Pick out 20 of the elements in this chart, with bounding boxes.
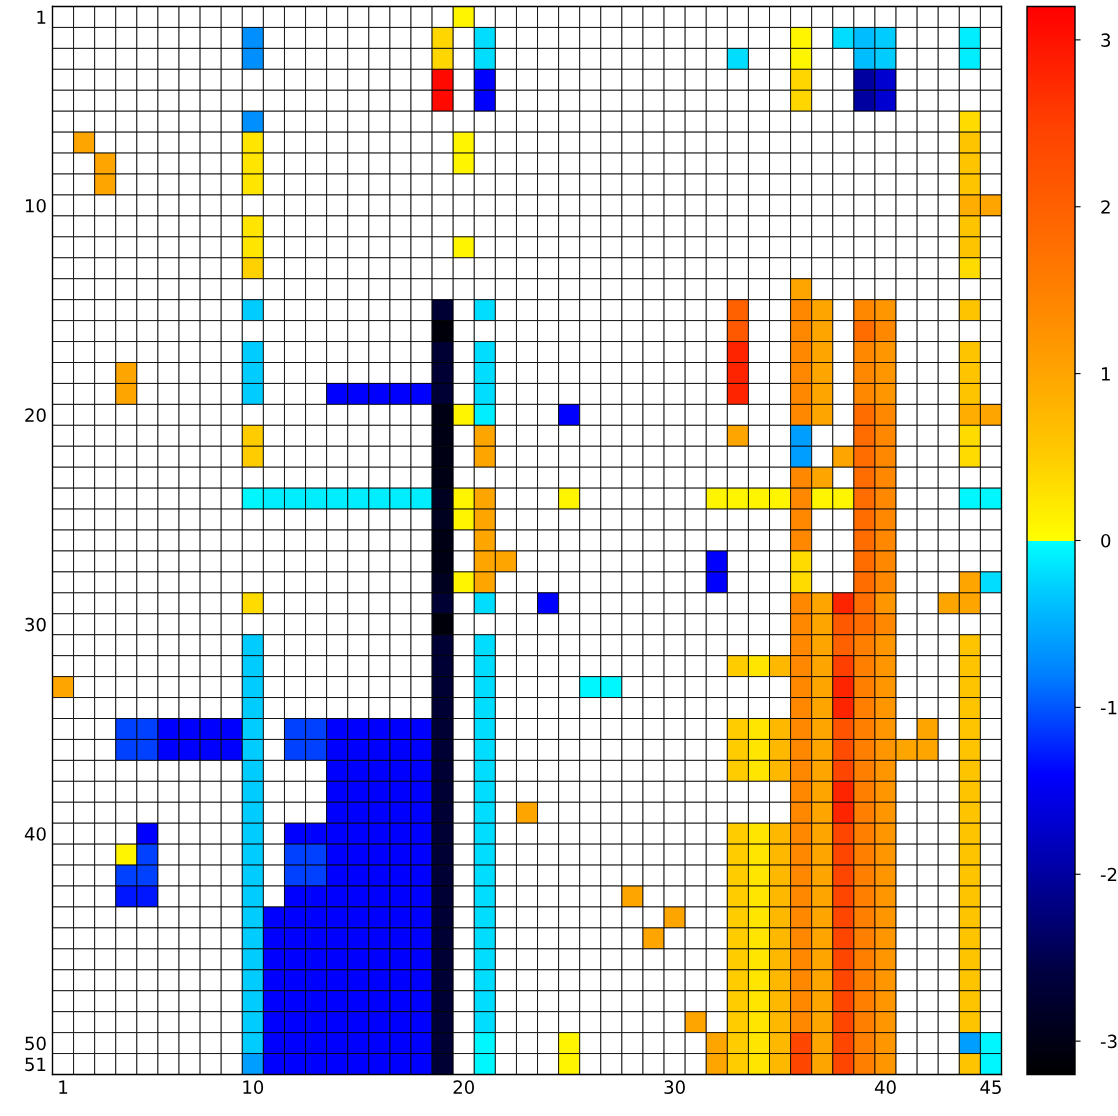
- y-tick-label: 20: [25, 408, 46, 422]
- x-tick-label: 20: [453, 1080, 475, 1095]
- x-tick-label: 45: [980, 1080, 1001, 1095]
- x-tick-label: 10: [243, 1080, 264, 1095]
- color-bar-label: 1: [1101, 367, 1110, 381]
- y-tick-label: 10: [25, 198, 46, 213]
- y-tick-label: 30: [25, 617, 46, 632]
- color-bar-label: -3: [1100, 1034, 1117, 1049]
- color-bar-label: -1: [1100, 701, 1117, 715]
- x-tick-label: 1: [59, 1080, 68, 1094]
- y-tick-label: 1: [37, 10, 46, 24]
- x-tick-label: 40: [874, 1080, 896, 1095]
- color-bar-label: 0: [1101, 533, 1111, 548]
- y-tick-label: 40: [24, 827, 46, 841]
- color-bar-label: 2: [1101, 200, 1110, 214]
- color-bar-label: -2: [1100, 867, 1117, 882]
- y-tick-label: 51: [25, 1057, 46, 1072]
- color-bar-label: 3: [1101, 33, 1111, 47]
- x-tick-label: 30: [664, 1080, 685, 1095]
- y-tick-label: 50: [25, 1036, 46, 1051]
